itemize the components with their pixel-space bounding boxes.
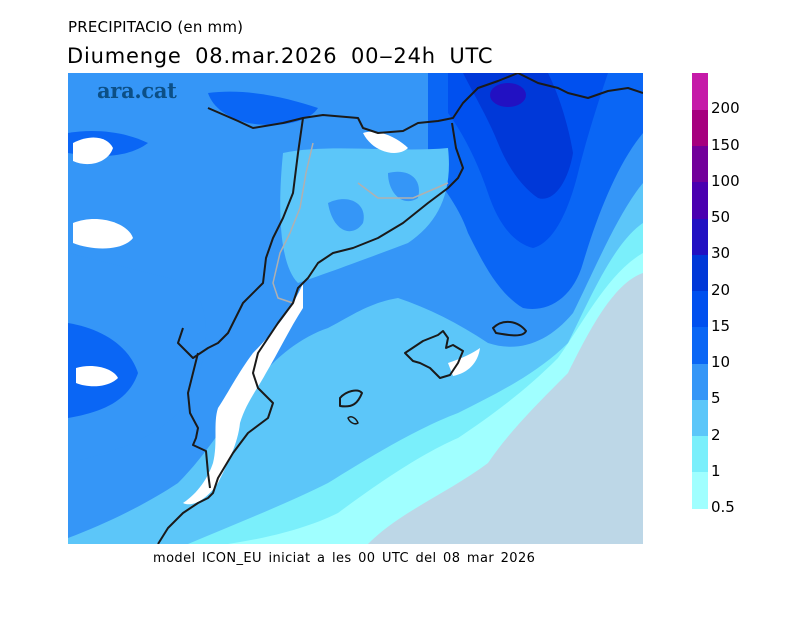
border-france — [517, 73, 643, 99]
legend-label-100: 100 — [711, 171, 740, 190]
no-precip-west-b — [73, 218, 133, 249]
legend-label-200: 200 — [711, 99, 740, 118]
legend-label-0-5: 0.5 — [711, 498, 735, 516]
legend-swatch-30 — [692, 218, 708, 255]
no-precip-coast-valencia — [183, 283, 303, 505]
island-formentera — [347, 416, 359, 425]
island-ibiza — [339, 389, 363, 408]
precip-band-30 — [490, 83, 526, 107]
legend-swatch-200 — [692, 73, 708, 110]
no-precip-west-a — [73, 137, 113, 165]
legend-label-150: 150 — [711, 135, 740, 154]
watermark-logo: ara.cat — [97, 78, 177, 103]
color-legend — [692, 73, 708, 509]
precip-catalonia-5-a — [328, 199, 364, 232]
no-precip-west-c — [76, 366, 118, 387]
legend-swatch-5 — [692, 363, 708, 400]
legend-label-15: 15 — [711, 316, 731, 335]
legend-swatch-50 — [692, 181, 708, 219]
legend-label-20: 20 — [711, 280, 731, 299]
island-mallorca — [404, 330, 464, 379]
coastline-main — [157, 73, 519, 544]
legend-swatch-0-5 — [692, 471, 708, 509]
legend-label-30: 30 — [711, 244, 731, 263]
precip-catalonia-5-b — [388, 171, 419, 202]
legend-swatch-150 — [692, 109, 708, 146]
precip-field — [68, 73, 643, 544]
legend-swatch-10 — [692, 326, 708, 364]
map-canvas — [68, 73, 643, 544]
legend-label-50: 50 — [711, 208, 731, 226]
legend-swatch-20 — [692, 254, 708, 291]
border-inland — [177, 117, 304, 489]
legend-swatch-2 — [692, 399, 708, 436]
precip-inland-west-5 — [68, 253, 207, 463]
borders — [157, 73, 643, 544]
legend-label-10: 10 — [711, 353, 731, 371]
precip-band-20 — [463, 73, 573, 199]
chart-title-variable: PRECIPITACIO (en mm) — [68, 18, 244, 36]
chart-title-period: Diumenge 08.mar.2026 00‒24h UTC — [67, 44, 494, 68]
model-info-footer: model ICON_EU iniciat a les 00 UTC del 0… — [153, 551, 536, 566]
legend-label-1: 1 — [711, 461, 721, 480]
legend-swatch-100 — [692, 145, 708, 183]
legend-label-5: 5 — [711, 389, 721, 408]
no-precip-pyrenees — [363, 131, 408, 153]
island-menorca — [492, 320, 527, 337]
legend-swatch-1 — [692, 435, 708, 473]
legend-swatch-15 — [692, 290, 708, 328]
legend-label-2: 2 — [711, 425, 721, 444]
precipitation-map — [68, 73, 643, 544]
precip-pyrenees-10 — [208, 91, 318, 125]
no-precip-mallorca — [448, 348, 480, 376]
border-catalonia-internal — [272, 142, 449, 304]
